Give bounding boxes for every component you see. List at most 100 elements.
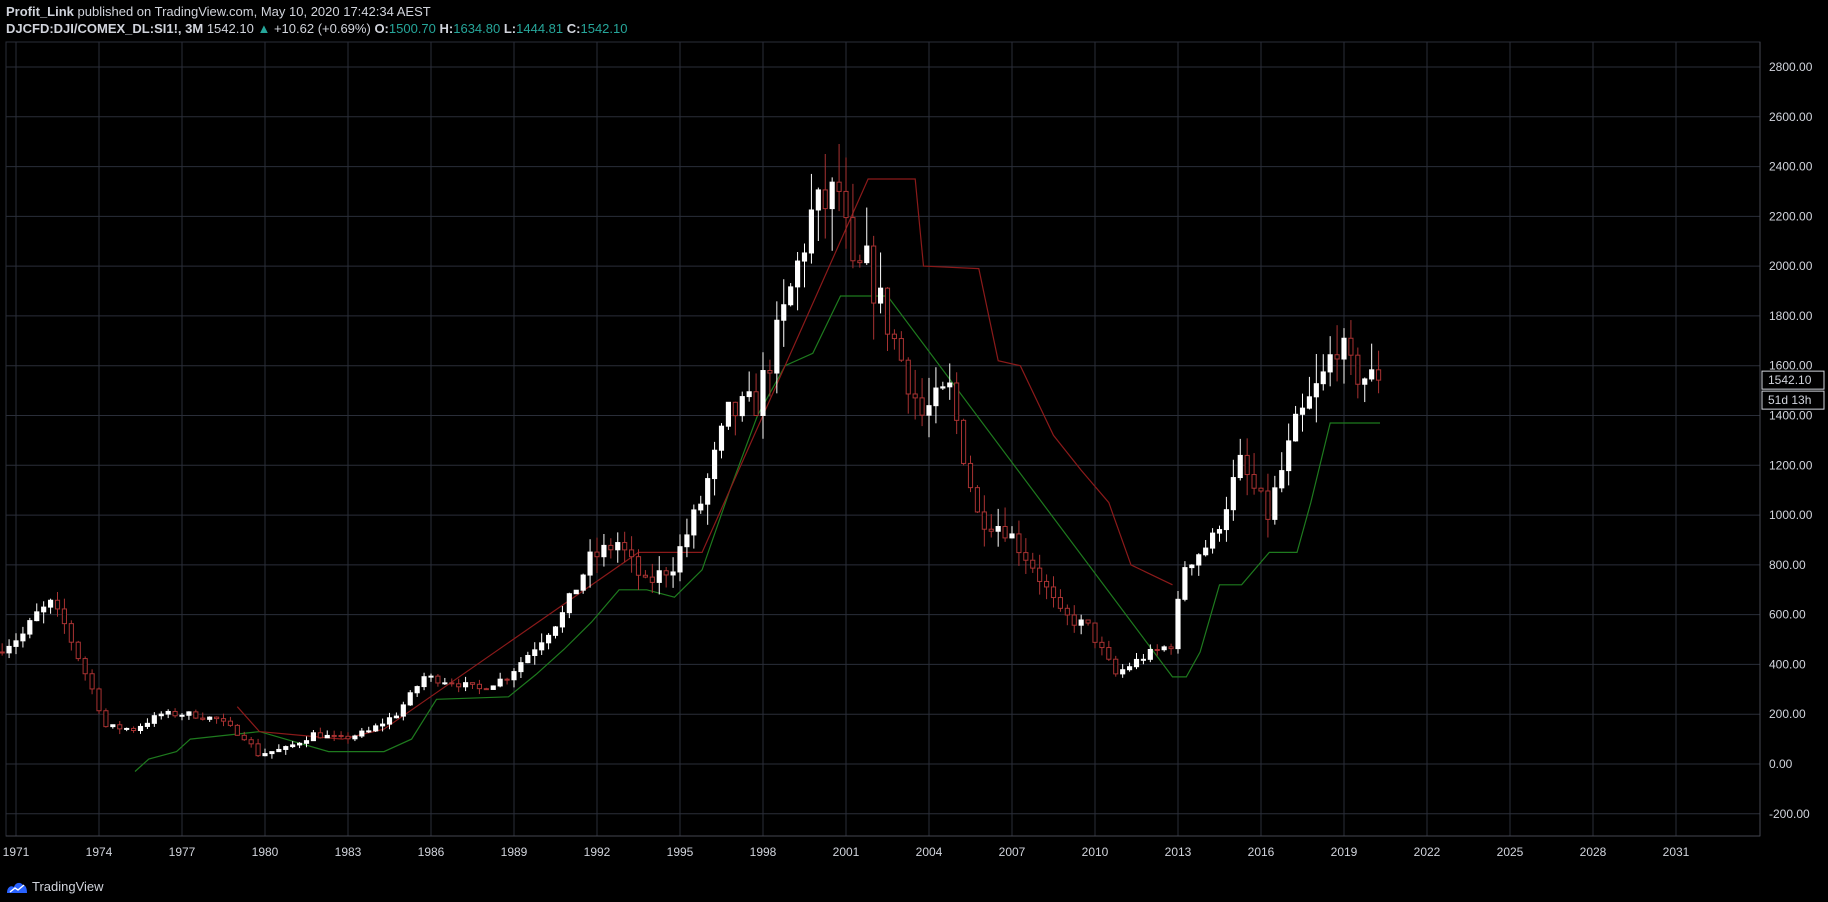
candle-body bbox=[1050, 586, 1057, 599]
chart-header: Profit_Link published on TradingView.com… bbox=[0, 0, 1828, 42]
tradingview-logo-icon bbox=[7, 882, 27, 893]
candle-body bbox=[1189, 564, 1195, 569]
symbol-label[interactable]: DJCFD:DJI/COMEX_DL:SI1!, 3M bbox=[6, 21, 204, 36]
close-value: 1542.10 bbox=[580, 21, 628, 36]
candle-body bbox=[947, 382, 953, 388]
candle-body bbox=[497, 678, 503, 687]
candle-body bbox=[774, 319, 780, 374]
candle-body bbox=[580, 574, 586, 591]
candle-body bbox=[1299, 407, 1306, 415]
last-price-tag bbox=[1761, 370, 1825, 390]
x-tick-label: 2031 bbox=[1663, 845, 1690, 859]
candle-body bbox=[878, 287, 884, 304]
candle-body bbox=[1237, 454, 1243, 479]
x-tick-label: 1995 bbox=[667, 845, 694, 859]
price-labels: 1542.10 51d 13h bbox=[1761, 370, 1825, 410]
candle-body bbox=[1161, 646, 1167, 651]
candle-body bbox=[262, 753, 268, 757]
tradingview-brand[interactable]: TradingView bbox=[6, 879, 104, 894]
candle-body bbox=[1355, 354, 1361, 385]
candle-body bbox=[926, 405, 932, 416]
candle-body bbox=[207, 716, 213, 720]
candle-body bbox=[1223, 509, 1229, 531]
candle-body bbox=[788, 286, 794, 306]
candle-body bbox=[684, 534, 690, 548]
candle-body bbox=[359, 730, 365, 737]
candle-body bbox=[961, 419, 967, 464]
y-tick-label: -200.00 bbox=[1769, 807, 1810, 821]
candle-body bbox=[61, 608, 67, 625]
candle-body bbox=[352, 735, 358, 740]
candle-body bbox=[144, 722, 150, 727]
high-label: H: bbox=[439, 21, 454, 36]
time-axis[interactable]: 1971 1974 1977 1980 1983 1986 1989 1992 1995 1998… bbox=[3, 835, 1760, 859]
last-price-label: 1542.10 bbox=[1768, 373, 1812, 387]
candle-body bbox=[912, 393, 918, 399]
candle-body bbox=[836, 181, 842, 192]
candle-body bbox=[1064, 607, 1070, 616]
publisher-name[interactable]: Profit_Link bbox=[6, 4, 74, 19]
x-tick-label: 1980 bbox=[252, 845, 279, 859]
candle-body bbox=[227, 720, 233, 726]
candle-body bbox=[559, 612, 565, 628]
candle-body bbox=[1147, 649, 1153, 660]
candle-body bbox=[898, 338, 904, 361]
x-tick-label: 1989 bbox=[501, 845, 528, 859]
x-tick-label: 1974 bbox=[86, 845, 113, 859]
y-tick-label: 2800.00 bbox=[1769, 60, 1813, 74]
candle-body bbox=[75, 641, 81, 660]
candle-body bbox=[158, 713, 164, 717]
candle-body bbox=[857, 260, 863, 264]
candle-body bbox=[1334, 354, 1340, 360]
candle-body bbox=[255, 743, 261, 757]
candle-body bbox=[1182, 567, 1188, 600]
candle-body bbox=[310, 732, 316, 742]
candle-body bbox=[34, 611, 40, 622]
candle-body bbox=[649, 576, 655, 583]
candle-body bbox=[1320, 371, 1326, 385]
y-tick-label: 2200.00 bbox=[1769, 209, 1813, 223]
candle-body bbox=[1348, 337, 1354, 356]
candle-body bbox=[421, 676, 427, 688]
candle-body bbox=[518, 662, 524, 673]
candle-body bbox=[635, 556, 642, 576]
candle-body bbox=[552, 626, 559, 636]
candle-body bbox=[366, 730, 372, 733]
candle-body bbox=[663, 570, 669, 576]
candle-body bbox=[1327, 354, 1333, 373]
candle-body bbox=[428, 675, 434, 678]
candle-body bbox=[68, 623, 74, 643]
candle-body bbox=[0, 651, 5, 654]
candle-body bbox=[131, 727, 137, 731]
change-arrow-icon: ▲ bbox=[257, 21, 271, 36]
x-tick-label: 2028 bbox=[1580, 845, 1607, 859]
x-tick-label: 1971 bbox=[3, 845, 30, 859]
candle-body bbox=[1009, 533, 1015, 539]
candle-body bbox=[884, 287, 891, 335]
candle-body bbox=[905, 359, 911, 395]
price-axis[interactable]: 2800.00 2600.00 2400.00 2200.00 2000.00 1800.… bbox=[1759, 42, 1813, 836]
x-tick-label: 1998 bbox=[750, 845, 777, 859]
candle-body bbox=[241, 734, 247, 741]
candle-body bbox=[1265, 490, 1271, 520]
candle-body bbox=[511, 671, 517, 681]
candle-body bbox=[815, 189, 821, 211]
candle-body bbox=[573, 589, 579, 595]
candle-body bbox=[988, 528, 994, 532]
price-chart[interactable]: 2800.00 2600.00 2400.00 2200.00 2000.00 1800.… bbox=[0, 0, 1828, 874]
x-tick-label: 1977 bbox=[169, 845, 196, 859]
open-label: O: bbox=[374, 21, 389, 36]
candle-body bbox=[469, 682, 476, 685]
candle-body bbox=[1044, 580, 1050, 588]
candle-body bbox=[380, 723, 386, 727]
candle-body bbox=[725, 401, 731, 427]
candle-body bbox=[1023, 552, 1029, 561]
candle-body bbox=[608, 544, 614, 551]
candle-body bbox=[317, 732, 323, 739]
candle-body bbox=[1210, 532, 1216, 549]
candle-body bbox=[718, 425, 725, 451]
y-tick-label: 1600.00 bbox=[1769, 359, 1813, 373]
resistance-line bbox=[236, 178, 1173, 740]
candle-body bbox=[767, 370, 773, 374]
brand-label: TradingView bbox=[32, 879, 104, 894]
